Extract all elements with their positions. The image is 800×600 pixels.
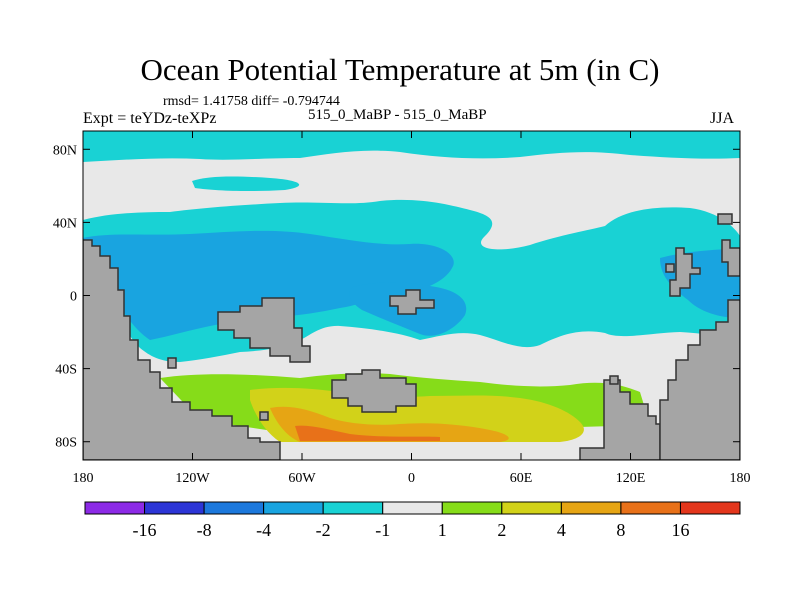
x-tick-label: 180 xyxy=(73,471,94,486)
stats-label: rmsd= 1.41758 diff= -0.794744 xyxy=(163,94,340,109)
land-south-east xyxy=(579,379,661,460)
colorbar-label: -2 xyxy=(316,520,331,540)
colorbar-swatch xyxy=(203,501,265,515)
land-eastern xyxy=(659,299,740,460)
map-field xyxy=(83,131,740,460)
x-tick-label: 180 xyxy=(730,471,751,486)
season-label: JJA xyxy=(710,110,735,127)
colorbar-swatch xyxy=(679,501,741,515)
contour-north-patch xyxy=(192,176,300,192)
x-tick-label: 0 xyxy=(408,471,415,486)
y-tick-label: 40S xyxy=(55,363,77,378)
colorbar-label: -8 xyxy=(197,520,212,540)
colorbar-swatch xyxy=(263,501,324,515)
colorbar-swatch xyxy=(322,501,384,515)
contour-tropical-mid xyxy=(83,230,454,340)
chart-title: Ocean Potential Temperature at 5m (in C) xyxy=(140,52,660,87)
experiment-label: Expt = teYDz-teXPz xyxy=(83,110,217,127)
colorbar-label: -1 xyxy=(375,520,390,540)
x-tick-label: 60E xyxy=(510,471,533,486)
y-tick-label: 40N xyxy=(53,216,77,231)
land-central xyxy=(217,297,311,363)
land-small-south xyxy=(609,375,619,385)
colorbar-label: 1 xyxy=(438,520,447,540)
y-tick-label: 0 xyxy=(70,290,77,305)
colorbar-swatch xyxy=(84,501,146,515)
contour-southern-hottest xyxy=(295,425,440,441)
colorbar-swatch xyxy=(560,501,622,515)
land-western xyxy=(83,239,281,460)
land-small-east xyxy=(665,263,675,273)
land-east-edge xyxy=(721,239,740,277)
land-small-north xyxy=(717,213,733,225)
x-tick-label: 120E xyxy=(616,471,646,486)
colorbar-swatch xyxy=(382,501,443,515)
land-small-west xyxy=(167,357,177,369)
land-southern-continent xyxy=(331,369,417,413)
colorbar-swatch xyxy=(441,501,503,515)
colorbar-label: 16 xyxy=(671,520,689,540)
period-label: 515_0_MaBP - 515_0_MaBP xyxy=(308,107,487,123)
colorbar-label: -16 xyxy=(133,520,157,540)
colorbar: -16 -8 -4 -2 -1 1 2 4 8 16 xyxy=(84,501,741,540)
colorbar-swatch xyxy=(144,501,205,515)
colorbar-label: 2 xyxy=(497,520,506,540)
colorbar-swatch xyxy=(620,501,681,515)
y-tick-label: 80S xyxy=(55,436,77,451)
colorbar-label: 8 xyxy=(616,520,625,540)
land-island xyxy=(389,289,435,315)
x-tick-label: 120W xyxy=(175,471,210,486)
land-east-island xyxy=(669,247,701,297)
colorbar-label: -4 xyxy=(256,520,271,540)
colorbar-swatch xyxy=(501,501,562,515)
y-tick-label: 80N xyxy=(53,143,77,158)
axis-ticks: 180 120W 60W 0 60E 120E 180 80N 40N 0 40S 80S xyxy=(53,131,751,486)
x-tick-label: 60W xyxy=(288,471,316,486)
land-mask xyxy=(83,213,740,460)
colorbar-label: 4 xyxy=(557,520,566,540)
contour-arctic-cool xyxy=(83,131,740,162)
land-small-shelf xyxy=(259,411,269,421)
